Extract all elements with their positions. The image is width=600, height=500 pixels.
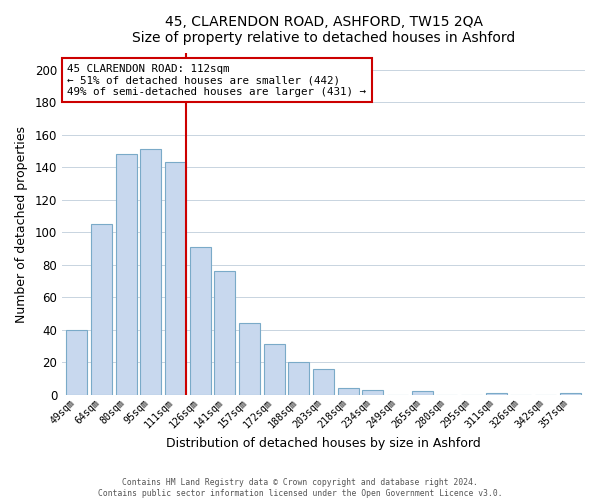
Bar <box>165 162 186 395</box>
Bar <box>116 154 137 395</box>
Bar <box>289 362 310 395</box>
X-axis label: Distribution of detached houses by size in Ashford: Distribution of detached houses by size … <box>166 437 481 450</box>
Bar <box>313 368 334 395</box>
Bar <box>362 390 383 395</box>
Bar <box>486 393 507 395</box>
Bar <box>560 393 581 395</box>
Bar <box>91 224 112 395</box>
Y-axis label: Number of detached properties: Number of detached properties <box>15 126 28 322</box>
Bar <box>412 392 433 395</box>
Bar <box>239 323 260 395</box>
Bar <box>214 271 235 395</box>
Text: 45 CLARENDON ROAD: 112sqm
← 51% of detached houses are smaller (442)
49% of semi: 45 CLARENDON ROAD: 112sqm ← 51% of detac… <box>67 64 367 97</box>
Bar <box>190 247 211 395</box>
Bar <box>140 149 161 395</box>
Bar <box>338 388 359 395</box>
Bar <box>67 330 88 395</box>
Title: 45, CLARENDON ROAD, ASHFORD, TW15 2QA
Size of property relative to detached hous: 45, CLARENDON ROAD, ASHFORD, TW15 2QA Si… <box>132 15 515 45</box>
Text: Contains HM Land Registry data © Crown copyright and database right 2024.
Contai: Contains HM Land Registry data © Crown c… <box>98 478 502 498</box>
Bar <box>264 344 285 395</box>
